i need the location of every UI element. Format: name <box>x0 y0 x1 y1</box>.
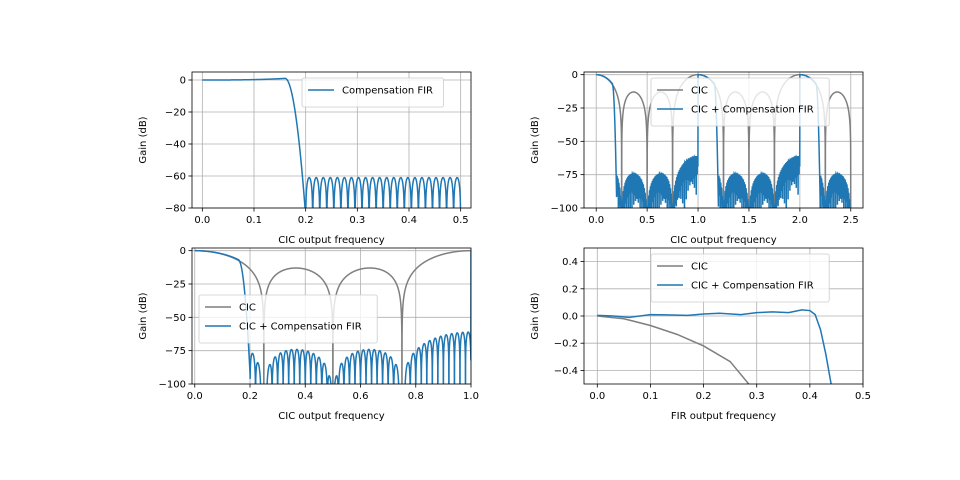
y-tick-label: −100 <box>159 380 186 391</box>
x-tick-label: 0.4 <box>802 391 818 402</box>
x-tick-label: 0.5 <box>855 391 871 402</box>
x-tick-label: 0.8 <box>408 391 424 402</box>
subplot-1: 0.0 0.1 0.2 0.3 0.4 0.5 0 −20 −40 −60 −80 CIC outpu… <box>138 71 472 246</box>
y-tick-label: 0 <box>180 246 186 257</box>
x-tick-label: 0.6 <box>353 391 369 402</box>
axes-frame <box>583 71 864 209</box>
subplot-4: 0.0 0.1 0.2 0.3 0.4 0.5 0.4 0.2 0.0 −0.2 −0.4 FIR o… <box>530 247 871 422</box>
x-tick-label: 2.5 <box>843 215 859 226</box>
legend-entry: CIC <box>691 262 708 273</box>
axes-frame <box>191 247 472 385</box>
x-tick-label: 0.2 <box>242 391 258 402</box>
x-tick-label: 2.0 <box>792 215 808 226</box>
y-tick-label: 0.2 <box>562 284 578 295</box>
y-tick-label: −40 <box>165 140 186 151</box>
x-axis-label: CIC output frequency <box>670 235 776 246</box>
legend-entry: CIC <box>239 303 256 314</box>
series-line-1 <box>194 249 471 384</box>
legend-entry: CIC + Compensation FIR <box>239 322 362 333</box>
x-tick-label: 0.4 <box>401 215 417 226</box>
x-tick-label: 0.5 <box>639 215 655 226</box>
x-tick-label: 1.0 <box>463 391 479 402</box>
legend-box <box>198 294 378 344</box>
x-tick-label: 1.5 <box>741 215 757 226</box>
legend: CIC CIC + Compensation FIR <box>650 77 830 127</box>
x-tick-label: 0.0 <box>589 391 605 402</box>
subplot-3: 0.0 0.2 0.4 0.6 0.8 1.0 0 −25 −50 −75 −100 CIC outp… <box>138 246 479 422</box>
y-tick-label: 0 <box>180 76 186 87</box>
x-tick-label: 0.1 <box>642 391 658 402</box>
series-line-2 <box>194 249 471 384</box>
x-tick-label: 0.5 <box>453 215 469 226</box>
y-tick-label: 0 <box>572 70 578 81</box>
y-tick-label: −20 <box>165 108 186 119</box>
x-tick-label: 0.3 <box>349 215 365 226</box>
x-axis-label: CIC output frequency <box>278 235 384 246</box>
x-tick-label: 0.2 <box>696 391 712 402</box>
x-axis-label: FIR output frequency <box>671 411 776 422</box>
y-axis-label: Gain (dB) <box>138 292 149 339</box>
legend-entry: CIC <box>691 86 708 97</box>
y-tick-label: −100 <box>551 204 578 215</box>
y-tick-label: −60 <box>165 172 186 183</box>
axes-frame <box>191 71 472 209</box>
legend-box <box>301 77 445 108</box>
y-tick-label: −0.4 <box>554 366 578 377</box>
x-tick-label: 0.0 <box>194 215 210 226</box>
y-tick-label: −25 <box>165 280 186 291</box>
y-tick-label: 0.4 <box>562 257 578 268</box>
legend: Compensation FIR <box>301 77 445 108</box>
x-tick-label: 0.1 <box>246 215 262 226</box>
legend: CIC CIC + Compensation FIR <box>198 294 378 344</box>
x-tick-label: 0.2 <box>298 215 314 226</box>
legend: CIC CIC + Compensation FIR <box>650 253 830 303</box>
x-tick-label: 0.0 <box>588 215 604 226</box>
x-tick-label: 1.0 <box>690 215 706 226</box>
x-tick-label: 0.3 <box>749 391 765 402</box>
legend-box <box>650 77 830 127</box>
y-tick-label: −80 <box>165 204 186 215</box>
x-axis-label: CIC output frequency <box>278 411 384 422</box>
y-tick-label: −50 <box>557 137 578 148</box>
legend-box <box>650 253 830 303</box>
y-axis-label: Gain (dB) <box>138 116 149 163</box>
y-tick-label: 0.0 <box>562 312 578 323</box>
axes-frame <box>583 247 864 385</box>
series-line-2 <box>596 73 851 208</box>
x-tick-label: 0.0 <box>187 391 203 402</box>
legend-entry: CIC + Compensation FIR <box>691 281 814 292</box>
legend-entry: Compensation FIR <box>342 86 433 97</box>
y-axis-label: Gain (dB) <box>530 116 541 163</box>
subplot-2: 0.0 0.5 1.0 1.5 2.0 2.5 0 −25 −50 −75 −100 CIC outp… <box>530 70 864 246</box>
series-line-1 <box>202 77 462 208</box>
x-tick-label: 0.4 <box>297 391 313 402</box>
series-line-1 <box>597 315 750 384</box>
series-line-2 <box>597 309 832 384</box>
y-tick-label: −0.2 <box>554 339 578 350</box>
y-axis-label: Gain (dB) <box>530 292 541 339</box>
y-tick-label: −75 <box>165 346 186 357</box>
y-tick-label: −50 <box>165 313 186 324</box>
y-tick-label: −25 <box>557 104 578 115</box>
y-tick-label: −75 <box>557 170 578 181</box>
legend-entry: CIC + Compensation FIR <box>691 105 814 116</box>
